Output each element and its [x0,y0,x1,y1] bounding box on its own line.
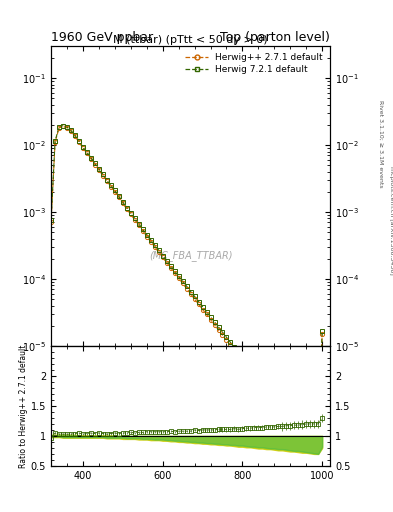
Text: Top (parton level): Top (parton level) [220,31,330,44]
Text: 1960 GeV ppbar: 1960 GeV ppbar [51,31,153,44]
Legend: Herwig++ 2.7.1 default, Herwig 7.2.1 default: Herwig++ 2.7.1 default, Herwig 7.2.1 def… [183,51,326,77]
Text: mcplots.cern.ch [arXiv:1306.3436]: mcplots.cern.ch [arXiv:1306.3436] [389,166,393,274]
Title: M (ttbar) (pTtt < 50 dy > 0): M (ttbar) (pTtt < 50 dy > 0) [113,35,268,45]
Y-axis label: Ratio to Herwig++ 2.7.1 default: Ratio to Herwig++ 2.7.1 default [19,344,28,467]
Text: Rivet 3.1.10; ≥ 3.1M events: Rivet 3.1.10; ≥ 3.1M events [379,99,384,187]
Text: (MC_FBA_TTBAR): (MC_FBA_TTBAR) [149,250,232,262]
